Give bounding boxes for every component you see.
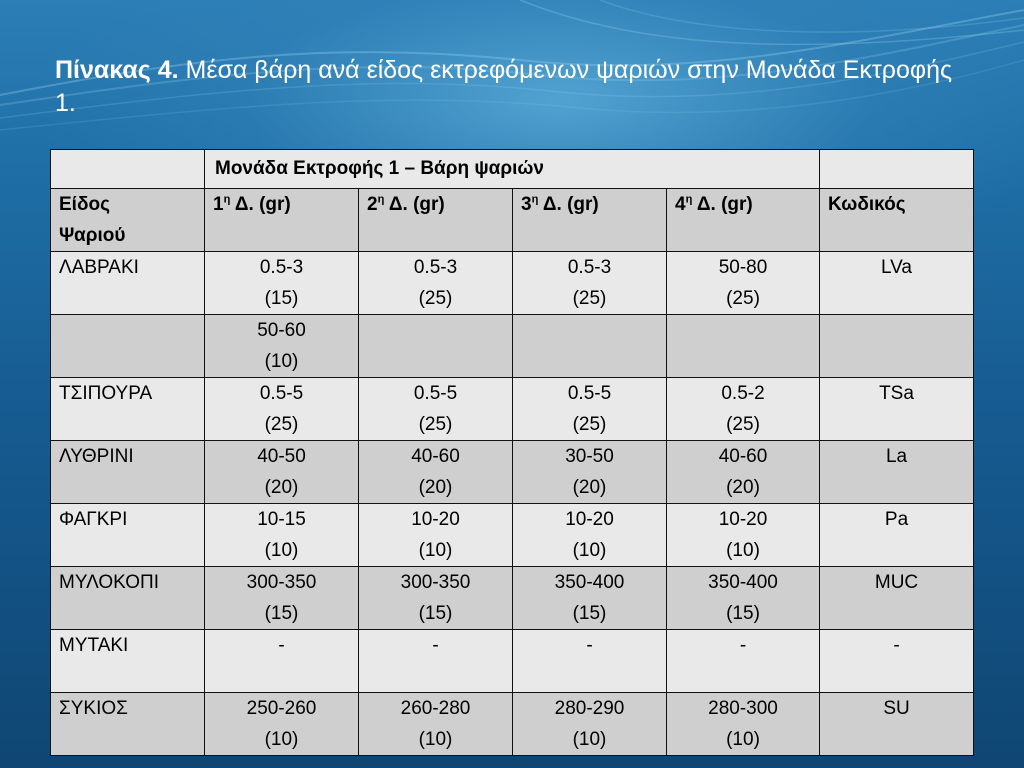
weight-cell-d1: 10-15 (10): [204, 503, 359, 567]
weight-cell-d4: 280-300 (10): [665, 692, 821, 756]
code-cell: SU: [819, 692, 975, 756]
code-cell: MUC: [819, 566, 975, 630]
weight-cell-d2: 260-280 (10): [358, 692, 513, 756]
code-cell: LVa: [819, 251, 975, 315]
table-corner-cell: [50, 149, 205, 189]
code-cell: TSa: [819, 377, 975, 441]
weight-cell-d2: 0.5-3 (25): [358, 251, 513, 315]
code-cell: La: [819, 440, 975, 504]
weight-cell-d3: 350-400 (15): [512, 566, 667, 630]
weight-cell-d2: 10-20 (10): [358, 503, 513, 567]
species-cell: ΤΣΙΠΟΥΡΑ: [50, 377, 205, 441]
weight-cell-d3: 30-50 (20): [512, 440, 667, 504]
weight-cell-d4: 50-80 (25): [665, 251, 821, 315]
weight-cell-d3: -: [512, 629, 667, 693]
weight-cell-d4: -: [665, 629, 821, 693]
species-cell: [50, 314, 205, 378]
column-header-d2: 2η Δ. (gr): [358, 188, 513, 252]
table-row: ΣΥΚΙΟΣ 250-260 (10) 260-280 (10) 280-290 (10) 2…: [50, 692, 975, 756]
table-group-header: Μονάδα Εκτροφής 1 – Βάρη ψαριών: [203, 149, 821, 189]
column-header-d1: 1η Δ. (gr): [204, 188, 359, 252]
table-row: 50-60 (10): [50, 314, 975, 378]
weight-cell-d2: 300-350 (15): [358, 566, 513, 630]
table-corner-cell-right: [819, 149, 975, 189]
table-row: ΦΑΓΚΡΙ 10-15 (10) 10-20 (10) 10-20 (10) 10-20 (1…: [50, 503, 975, 567]
weight-cell-d2: -: [358, 629, 513, 693]
weight-cell-d1: 300-350 (15): [204, 566, 359, 630]
species-cell: ΛΥΘΡΙΝΙ: [50, 440, 205, 504]
weight-cell-d2: 40-60 (20): [358, 440, 513, 504]
table-row: ΜΥΤΑΚΙ - - - - -: [50, 629, 975, 693]
weight-cell-d1: 40-50 (20): [204, 440, 359, 504]
table-column-header-row: Είδος Ψαριού 1η Δ. (gr) 2η Δ. (gr) 3η Δ.…: [50, 188, 975, 252]
weight-cell-d2: [358, 314, 513, 378]
wave-decoration: [0, 0, 1024, 131]
code-cell: -: [819, 629, 975, 693]
weight-cell-d4: 350-400 (15): [665, 566, 821, 630]
code-cell: Pa: [819, 503, 975, 567]
weight-cell-d3: 10-20 (10): [512, 503, 667, 567]
column-header-species: Είδος Ψαριού: [50, 188, 205, 252]
weight-cell-d1: 0.5-3 (15): [204, 251, 359, 315]
column-header-d4: 4η Δ. (gr): [665, 188, 821, 252]
species-cell: ΜΥΛΟΚΟΠΙ: [50, 566, 205, 630]
table-group-header-row: Μονάδα Εκτροφής 1 – Βάρη ψαριών: [50, 149, 975, 189]
weight-cell-d4: [665, 314, 821, 378]
table-row: ΜΥΛΟΚΟΠΙ 300-350 (15) 300-350 (15) 350-400 (15…: [50, 566, 975, 630]
title-text: Μέσα βάρη ανά είδος εκτρεφόμενων ψαριών …: [55, 56, 953, 117]
weight-cell-d4: 0.5-2 (25): [665, 377, 821, 441]
weight-cell-d1: 250-260 (10): [204, 692, 359, 756]
fish-weights-table: Μονάδα Εκτροφής 1 – Βάρη ψαριών Είδος Ψα…: [50, 149, 975, 756]
species-cell: ΜΥΤΑΚΙ: [50, 629, 205, 693]
weight-cell-d4: 10-20 (10): [665, 503, 821, 567]
weight-cell-d1: -: [204, 629, 359, 693]
column-header-code: Κωδικός: [819, 188, 975, 252]
table-row: ΤΣΙΠΟΥΡΑ 0.5-5 (25) 0.5-5 (25) 0.5-5 (25) 0.5-2…: [50, 377, 975, 441]
weight-cell-d1: 0.5-5 (25): [204, 377, 359, 441]
weight-cell-d2: 0.5-5 (25): [358, 377, 513, 441]
table-row: ΛΥΘΡΙΝΙ 40-50 (20) 40-60 (20) 30-50 (20) 40-60(…: [50, 440, 975, 504]
table-row: ΛΑΒΡΑΚΙ 0.5-3 (15) 0.5-3 (25) 0.5-3 (25) 50-80(…: [50, 251, 975, 315]
species-cell: ΦΑΓΚΡΙ: [50, 503, 205, 567]
weight-cell-d3: 0.5-3 (25): [512, 251, 667, 315]
column-header-d3: 3η Δ. (gr): [512, 188, 667, 252]
weight-cell-d3: 0.5-5 (25): [512, 377, 667, 441]
slide-title: Πίνακας 4. Μέσα βάρη ανά είδος εκτρεφόμε…: [55, 54, 975, 120]
weight-cell-d1: 50-60 (10): [204, 314, 359, 378]
weight-cell-d3: 280-290 (10): [512, 692, 667, 756]
code-cell: [819, 314, 975, 378]
table-body: ΛΑΒΡΑΚΙ 0.5-3 (15) 0.5-3 (25) 0.5-3 (25) 50-80(…: [50, 251, 975, 756]
weight-cell-d3: [512, 314, 667, 378]
title-label: Πίνακας 4.: [55, 56, 179, 84]
weight-cell-d4: 40-60 (20): [665, 440, 821, 504]
species-cell: ΣΥΚΙΟΣ: [50, 692, 205, 756]
species-cell: ΛΑΒΡΑΚΙ: [50, 251, 205, 315]
